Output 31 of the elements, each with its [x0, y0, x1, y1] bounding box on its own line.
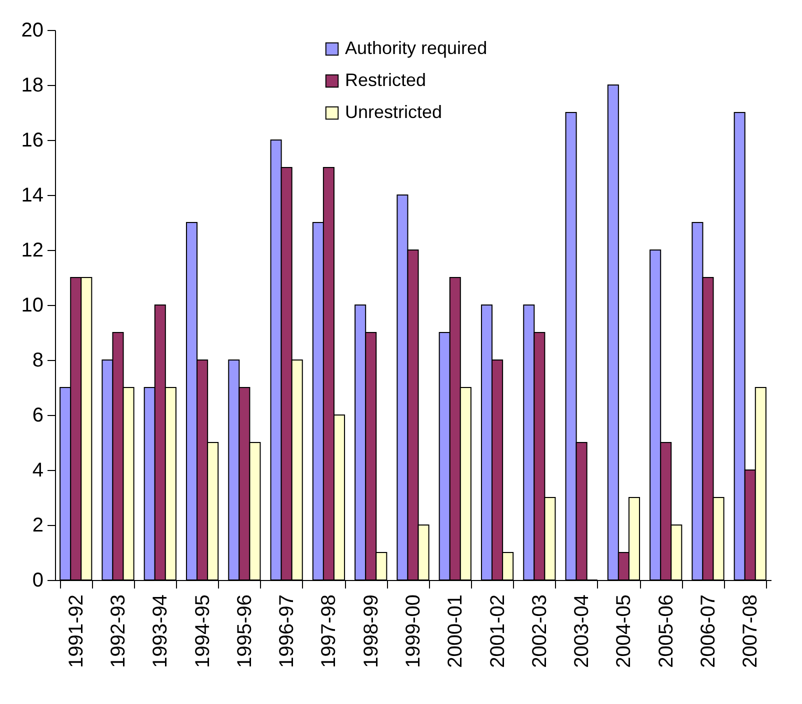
x-tick-label: 1995-96: [234, 594, 256, 668]
y-tick-label: 18: [21, 74, 44, 96]
y-tick-label: 0: [32, 570, 44, 592]
x-tick-label: 2003-04: [571, 594, 594, 668]
legend-label: Authority required: [345, 38, 488, 58]
y-tick-label: 20: [21, 20, 44, 42]
y-tick-label: 8: [32, 350, 44, 372]
x-tick-label: 1999-00: [402, 594, 424, 668]
y-tick-label: 12: [21, 240, 44, 262]
x-tick-label: 1992-93: [108, 594, 130, 668]
y-tick-label: 2: [32, 514, 44, 536]
x-tick-label: 2001-02: [486, 594, 509, 668]
legend-label: Restricted: [345, 70, 426, 90]
legend-label: Unrestricted: [345, 102, 442, 122]
y-tick-label: 10: [21, 294, 44, 316]
x-tick-label: 2005-06: [655, 594, 678, 668]
x-tick-label: 1998-99: [360, 594, 382, 668]
x-tick-label: 2007-08: [740, 594, 762, 668]
y-tick-label: 6: [32, 404, 44, 426]
y-tick-label: 16: [21, 130, 44, 152]
x-tick-label: 2002-03: [528, 594, 551, 668]
y-tick-label: 14: [21, 184, 44, 206]
x-tick-label: 1997-98: [318, 594, 340, 668]
x-tick-label: 2000-01: [444, 594, 467, 668]
x-tick-label: 1993-94: [150, 594, 172, 668]
x-tick-label: 1996-97: [276, 594, 298, 668]
y-tick-label: 4: [32, 460, 44, 482]
x-tick-label: 1991-92: [65, 594, 88, 668]
x-tick-label: 1994-95: [192, 594, 214, 668]
x-tick-label: 2004-05: [613, 594, 636, 668]
x-tick-label: 2006-07: [697, 594, 720, 668]
